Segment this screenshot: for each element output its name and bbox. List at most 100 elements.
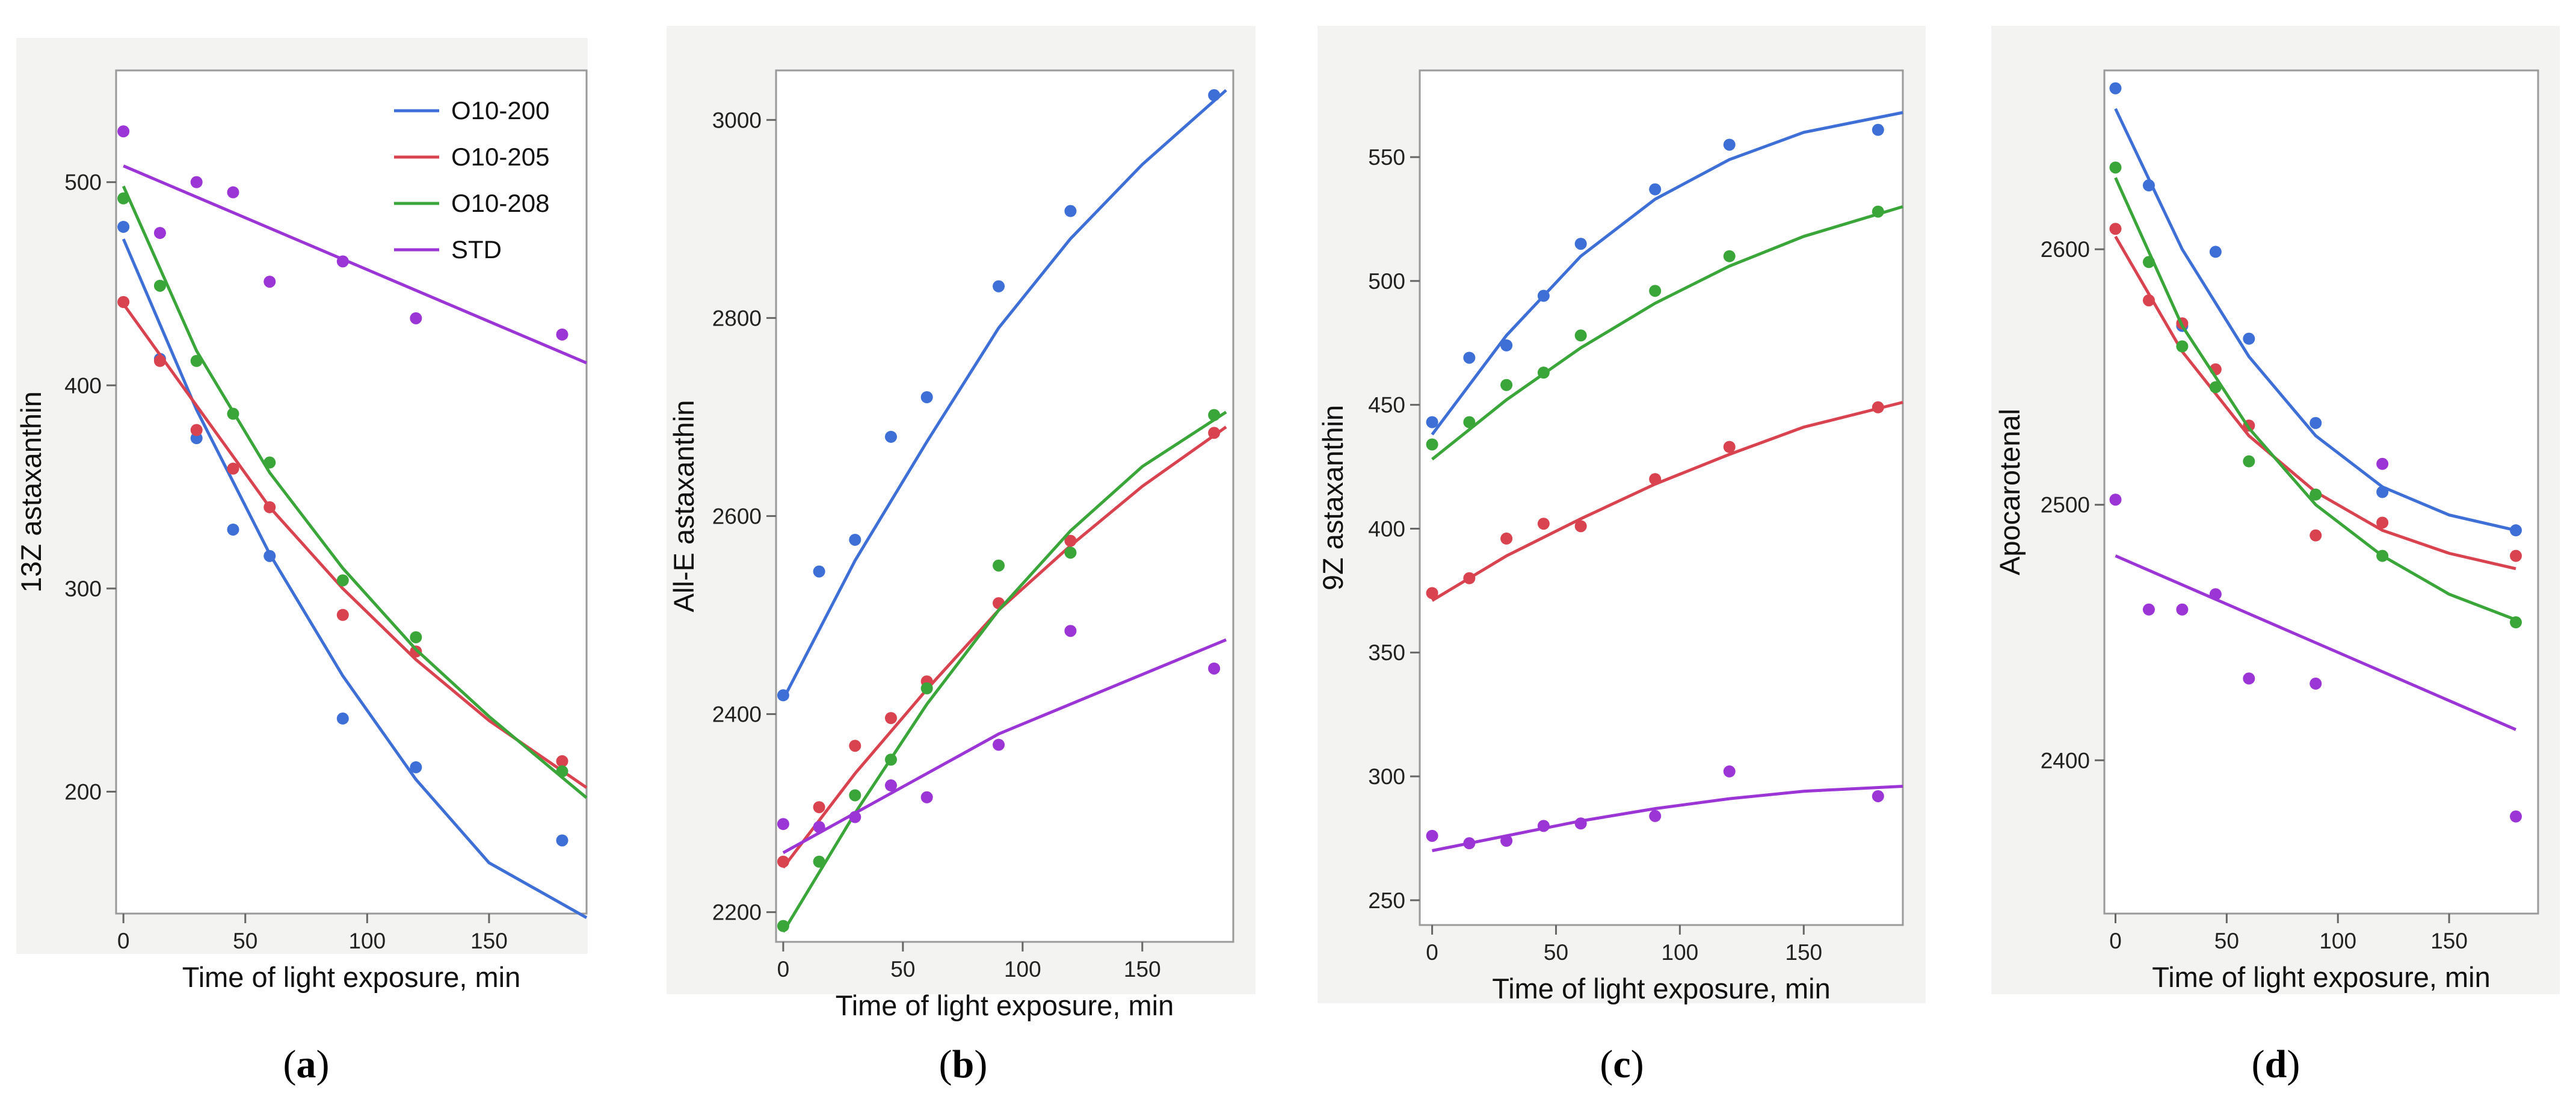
data-point <box>2309 488 2322 501</box>
y-tick-label: 2500 <box>2041 493 2090 518</box>
legend-entry: O10-200 <box>451 96 549 125</box>
series-o10-208 <box>117 185 588 799</box>
y-axis-label: All-E astaxanthin <box>668 400 700 613</box>
data-point <box>849 789 861 802</box>
series-o10-200 <box>777 89 1227 702</box>
data-point <box>1723 138 1736 151</box>
data-point <box>410 761 422 773</box>
data-point <box>2142 603 2155 616</box>
data-point <box>1064 205 1077 217</box>
y-axis-label: Apocarotenal <box>1994 409 2026 575</box>
data-point <box>2109 161 2122 174</box>
x-tick-label: 0 <box>117 929 130 953</box>
data-point <box>227 462 239 475</box>
x-axis-label: Time of light exposure, min <box>1492 973 1831 1004</box>
data-point <box>117 125 130 138</box>
chart-panel-b: 0 50 100 150 2200 2400 2600 2800 3000 Time of lig… <box>667 26 1256 1086</box>
data-point <box>2176 340 2189 353</box>
data-point <box>410 312 422 324</box>
data-point <box>190 424 203 436</box>
series-o10-205 <box>117 295 588 789</box>
legend: O10-200 O10-205 O10-208 STD <box>394 96 549 264</box>
plot-area <box>775 69 1234 943</box>
data-point <box>1872 123 1884 136</box>
data-point <box>2510 810 2522 823</box>
data-point <box>1426 587 1438 599</box>
y-tick-label: 350 <box>1368 640 1405 665</box>
x-axis-label: Time of light exposure, min <box>836 989 1174 1021</box>
data-point <box>117 220 130 233</box>
data-point <box>1208 409 1221 421</box>
plot-area <box>1419 69 1904 926</box>
data-point <box>1649 285 1662 297</box>
data-point <box>884 712 897 725</box>
data-point <box>849 740 861 752</box>
data-point <box>336 255 349 268</box>
data-point <box>153 279 166 292</box>
data-point <box>263 456 276 469</box>
data-point <box>777 689 789 702</box>
data-point <box>2142 256 2155 268</box>
fit-line <box>1431 205 1903 461</box>
x-tick-label: 150 <box>2430 929 2468 953</box>
x-tick-label: 50 <box>233 929 257 953</box>
data-point <box>1574 329 1587 342</box>
data-point <box>2510 549 2522 562</box>
data-point <box>1426 438 1438 451</box>
data-point <box>813 855 825 868</box>
x-tick-label: 50 <box>1544 940 1568 965</box>
series-std <box>2109 457 2522 823</box>
data-point <box>1463 572 1476 584</box>
data-point <box>1537 820 1550 832</box>
data-point <box>1500 835 1513 847</box>
data-point <box>1064 625 1077 637</box>
data-point <box>1649 809 1662 822</box>
chart-panel-c: 0 50 100 150 250 300 350 400 450 500 550 Time of li… <box>1317 26 1926 1086</box>
y-tick-label: 400 <box>64 373 102 398</box>
data-point <box>884 753 897 766</box>
x-tick-label: 50 <box>890 957 915 982</box>
data-point <box>117 295 130 308</box>
fit-line <box>122 238 588 919</box>
y-tick-label: 250 <box>1368 888 1405 913</box>
x-tick-label: 100 <box>1662 940 1699 965</box>
fit-line <box>2114 108 2516 532</box>
fit-line <box>2115 554 2516 731</box>
data-point <box>263 501 276 513</box>
data-point <box>1208 89 1221 102</box>
data-point <box>1463 837 1476 850</box>
x-tick-label: 0 <box>1426 940 1438 965</box>
panel-caption: (d) <box>2252 1042 2300 1086</box>
data-point <box>777 818 789 831</box>
data-point <box>263 549 276 562</box>
data-point <box>920 391 933 403</box>
x-tick-label: 150 <box>1124 957 1161 982</box>
y-tick-label: 450 <box>1368 393 1405 418</box>
y-tick-label: 400 <box>1368 516 1405 541</box>
data-point <box>2209 588 2222 601</box>
data-point <box>2376 457 2389 470</box>
data-point <box>2376 516 2389 529</box>
data-point <box>2176 603 2189 616</box>
data-point <box>1872 401 1884 413</box>
data-point <box>1574 817 1587 830</box>
data-point <box>1463 416 1476 429</box>
data-point <box>1649 183 1662 196</box>
data-point <box>1500 339 1513 351</box>
data-point <box>2109 493 2122 506</box>
data-point <box>2309 416 2322 429</box>
fit-line <box>1431 111 1903 436</box>
data-point <box>884 779 897 792</box>
data-point <box>2309 529 2322 542</box>
data-point <box>920 682 933 695</box>
panel-caption: (b) <box>939 1042 988 1086</box>
data-point <box>813 801 825 814</box>
y-tick-label: 550 <box>1368 145 1405 170</box>
data-point <box>2376 486 2389 498</box>
data-point <box>1537 367 1550 379</box>
data-point <box>1208 662 1221 675</box>
data-point <box>336 712 349 725</box>
data-point <box>190 354 203 367</box>
data-point <box>920 791 933 803</box>
data-point <box>336 574 349 587</box>
